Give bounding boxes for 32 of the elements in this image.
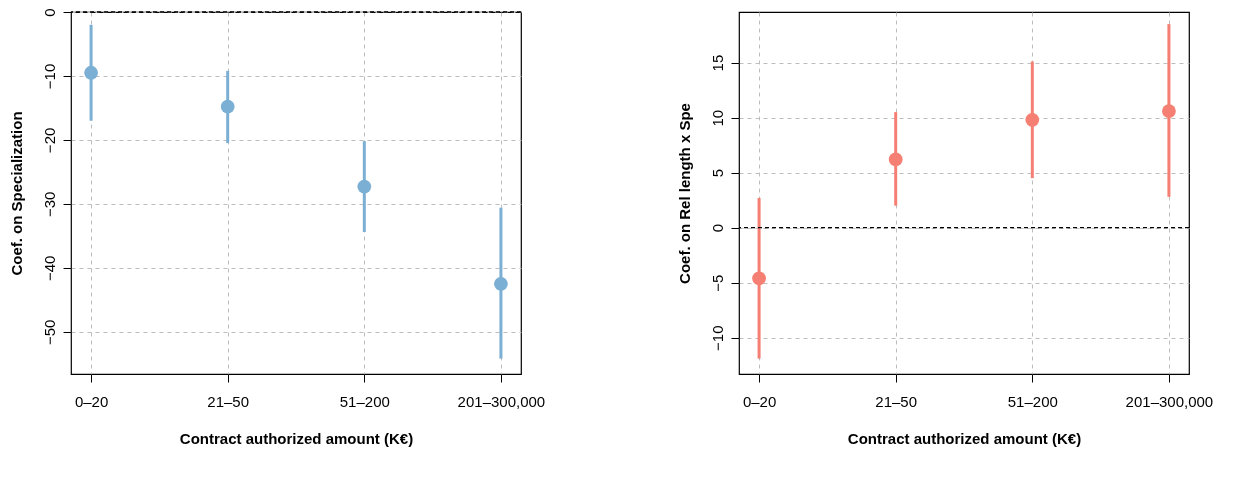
y-tick-label: −10 (40, 63, 58, 90)
y-tick-label: −30 (40, 191, 58, 218)
y-tick-label: −10 (708, 325, 726, 351)
x-axis-title: Contract authorized amount (K€) (179, 429, 414, 447)
y-tick-label: 5 (708, 168, 726, 178)
y-tick-label: 15 (708, 54, 726, 72)
x-tick-label: 201–300,000 (457, 392, 546, 410)
y-tick-label: −50 (40, 319, 58, 346)
point (220, 99, 235, 114)
point (1162, 104, 1176, 118)
y-tick-label: −5 (708, 274, 726, 292)
y-tick-label: 0 (708, 223, 726, 233)
y-axis-title: Coef. on Rel length x Spe (675, 103, 693, 284)
y-tick-label: 0 (40, 8, 58, 17)
y-tick-label: −40 (40, 255, 58, 282)
x-tick-label: 201–300,000 (1125, 392, 1214, 410)
point (1025, 112, 1040, 127)
point (357, 179, 372, 194)
x-tick-label: 51–200 (1007, 392, 1058, 410)
y-tick-label: −20 (40, 127, 58, 154)
x-tick-label: 51–200 (339, 392, 390, 410)
point (888, 152, 903, 167)
x-tick-label: 21–50 (875, 392, 918, 410)
x-tick-label: 0–20 (74, 392, 109, 410)
point (84, 65, 98, 80)
x-tick-label: 0–20 (742, 392, 777, 410)
x-tick-label: 21–50 (207, 392, 250, 410)
y-tick-label: 10 (708, 109, 726, 127)
x-axis-title: Contract authorized amount (K€) (847, 429, 1082, 447)
y-axis-title: Coef. on Specialization (7, 111, 25, 276)
point (752, 271, 766, 286)
point (494, 276, 508, 291)
